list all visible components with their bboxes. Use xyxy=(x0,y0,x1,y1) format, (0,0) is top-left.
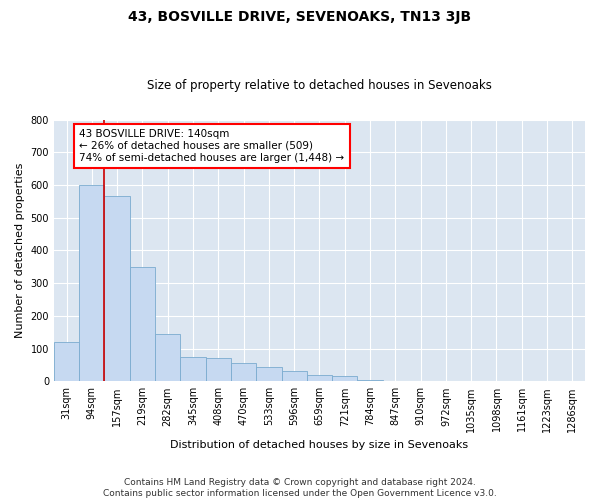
Bar xyxy=(332,376,358,382)
Text: Contains HM Land Registry data © Crown copyright and database right 2024.
Contai: Contains HM Land Registry data © Crown c… xyxy=(103,478,497,498)
Bar xyxy=(104,196,130,382)
Bar xyxy=(181,357,206,382)
Bar xyxy=(130,267,155,382)
Text: 43 BOSVILLE DRIVE: 140sqm
← 26% of detached houses are smaller (509)
74% of semi: 43 BOSVILLE DRIVE: 140sqm ← 26% of detac… xyxy=(79,130,344,162)
X-axis label: Distribution of detached houses by size in Sevenoaks: Distribution of detached houses by size … xyxy=(170,440,469,450)
Bar xyxy=(307,375,332,382)
Bar xyxy=(358,380,383,382)
Title: Size of property relative to detached houses in Sevenoaks: Size of property relative to detached ho… xyxy=(147,79,492,92)
Bar xyxy=(155,334,181,382)
Bar xyxy=(281,372,307,382)
Bar xyxy=(54,342,79,382)
Bar xyxy=(79,185,104,382)
Y-axis label: Number of detached properties: Number of detached properties xyxy=(15,162,25,338)
Bar xyxy=(206,358,231,382)
Text: 43, BOSVILLE DRIVE, SEVENOAKS, TN13 3JB: 43, BOSVILLE DRIVE, SEVENOAKS, TN13 3JB xyxy=(128,10,472,24)
Bar xyxy=(256,366,281,382)
Bar xyxy=(231,364,256,382)
